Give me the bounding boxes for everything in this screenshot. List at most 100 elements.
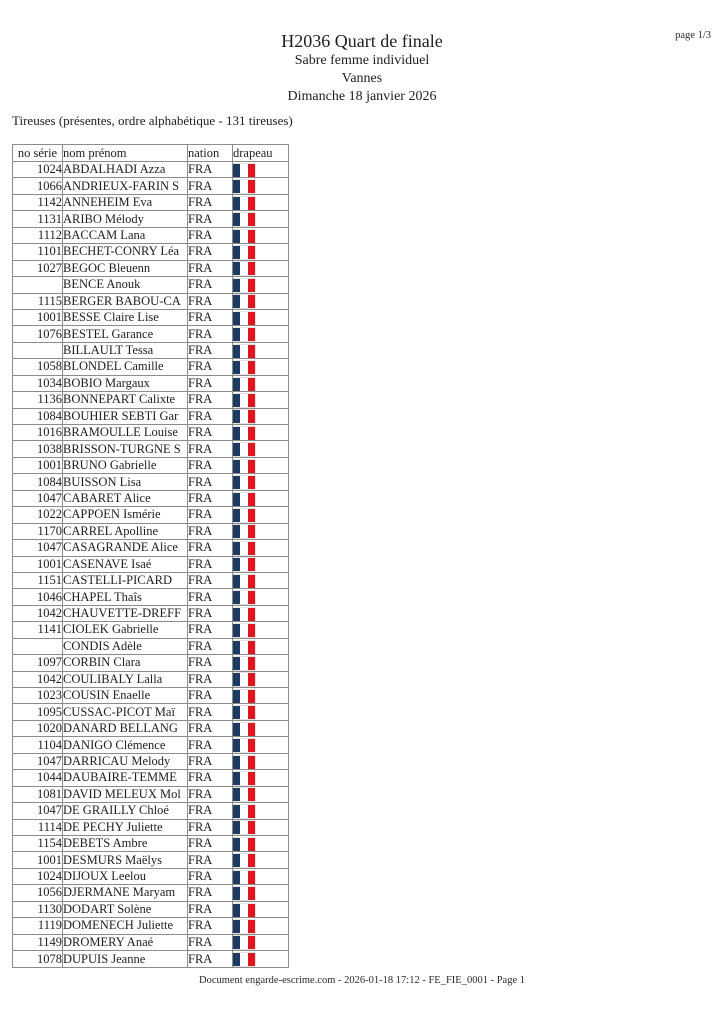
nation-cell: FRA xyxy=(187,423,233,442)
france-flag-icon xyxy=(233,180,256,194)
flag-cell xyxy=(232,473,289,491)
serial-number-cell: 1046 xyxy=(12,588,63,606)
france-flag-icon xyxy=(233,656,256,670)
nation-cell: FRA xyxy=(187,325,233,343)
serial-number-cell: 1084 xyxy=(12,473,63,491)
fencer-name-cell: BRISSON-TURGNE S xyxy=(62,440,188,458)
fencer-name-cell: CARREL Apolline xyxy=(62,522,188,541)
flag-cell xyxy=(232,456,289,475)
fencer-name-cell: CHAUVETTE-DREFF xyxy=(62,604,188,623)
fencer-name-cell: DUPUIS Jeanne xyxy=(62,950,188,968)
serial-number-cell: 1056 xyxy=(12,884,63,902)
table-row: 1154 DEBETS Ambre FRA xyxy=(12,834,289,853)
france-flag-icon xyxy=(233,541,256,555)
fencer-name-cell: DODART Solène xyxy=(62,900,188,919)
flag-cell xyxy=(232,621,289,639)
serial-number-cell: 1022 xyxy=(12,506,63,524)
table-row: 1044 DAUBAIRE-TEMME FRA xyxy=(12,769,289,787)
nation-cell: FRA xyxy=(187,276,233,294)
nation-cell: FRA xyxy=(187,933,233,952)
nation-cell: FRA xyxy=(187,391,233,409)
fencer-name-cell: BECHET-CONRY Léa xyxy=(62,243,188,261)
serial-number-cell: 1101 xyxy=(12,243,63,261)
table-row: 1023 COUSIN Enaelle FRA xyxy=(12,686,289,705)
france-flag-icon xyxy=(233,755,256,769)
nation-cell: FRA xyxy=(187,358,233,376)
fencer-name-cell: COULIBALY Lalla xyxy=(62,670,188,689)
fencer-name-cell: DIJOUX Leelou xyxy=(62,867,188,886)
nation-cell: FRA xyxy=(187,621,233,639)
table-row: 1034 BOBIO Margaux FRA xyxy=(12,374,289,393)
table-row: 1097 CORBIN Clara FRA xyxy=(12,654,289,672)
table-row: 1076 BESTEL Garance FRA xyxy=(12,325,289,343)
table-row: 1001 CASENAVE Isaé FRA xyxy=(12,555,289,573)
nation-cell: FRA xyxy=(187,588,233,606)
serial-number-cell: 1016 xyxy=(12,423,63,442)
france-flag-icon xyxy=(233,722,256,736)
nation-cell: FRA xyxy=(187,193,233,212)
table-row: 1066 ANDRIEUX-FARIN S FRA xyxy=(12,177,289,195)
flag-cell xyxy=(232,933,289,952)
flag-cell xyxy=(232,802,289,820)
france-flag-icon xyxy=(233,772,256,786)
event-subtitle: Sabre femme individuel xyxy=(294,53,430,68)
flag-cell xyxy=(232,736,289,754)
flag-cell xyxy=(232,719,289,738)
fencer-name-cell: DE GRAILLY Chloé xyxy=(62,802,188,820)
serial-number-cell: 1131 xyxy=(12,210,63,228)
flag-cell xyxy=(232,703,289,721)
flag-cell xyxy=(232,654,289,672)
flag-cell xyxy=(232,226,289,245)
flag-cell xyxy=(232,867,289,886)
serial-number-cell: 1115 xyxy=(12,292,63,310)
nation-cell: FRA xyxy=(187,884,233,902)
france-flag-icon xyxy=(233,311,256,325)
table-row: 1142 ANNEHEIM Eva FRA xyxy=(12,193,289,212)
nation-cell: FRA xyxy=(187,308,233,327)
serial-number-cell: 1141 xyxy=(12,621,63,639)
france-flag-icon xyxy=(233,377,256,391)
france-flag-icon xyxy=(233,689,256,703)
nation-cell: FRA xyxy=(187,243,233,261)
table-row: 1104 DANIGO Clémence FRA xyxy=(12,736,289,754)
nation-cell: FRA xyxy=(187,670,233,689)
fencer-name-cell: DANARD BELLANG xyxy=(62,719,188,738)
table-row: 1130 DODART Solène FRA xyxy=(12,900,289,919)
nation-cell: FRA xyxy=(187,440,233,458)
serial-number-cell: 1024 xyxy=(12,867,63,886)
flag-cell xyxy=(232,440,289,458)
fencer-name-cell: CAPPOEN Ismérie xyxy=(62,506,188,524)
nation-cell: FRA xyxy=(187,374,233,393)
nation-cell: FRA xyxy=(187,555,233,573)
flag-cell xyxy=(232,950,289,968)
serial-number-cell: 1066 xyxy=(12,177,63,195)
nation-cell: FRA xyxy=(187,604,233,623)
flag-cell xyxy=(232,571,289,590)
fencer-name-cell: BESSE Claire Lise xyxy=(62,308,188,327)
serial-number-cell: 1042 xyxy=(12,670,63,689)
fencer-name-cell: DAUBAIRE-TEMME xyxy=(62,769,188,787)
fencer-name-cell: BILLAULT Tessa xyxy=(62,341,188,360)
fencer-name-cell: BUISSON Lisa xyxy=(62,473,188,491)
nation-cell: FRA xyxy=(187,571,233,590)
nation-cell: FRA xyxy=(187,473,233,491)
france-flag-icon xyxy=(233,788,256,802)
fencer-name-cell: BEGOC Bleuenn xyxy=(62,259,188,278)
table-row: 1084 BOUHIER SEBTI Gar FRA xyxy=(12,407,289,426)
fencer-name-cell: ANNEHEIM Eva xyxy=(62,193,188,212)
serial-number-cell: 1042 xyxy=(12,604,63,623)
nation-cell: FRA xyxy=(187,802,233,820)
serial-number-cell: 1024 xyxy=(12,160,63,179)
flag-cell xyxy=(232,177,289,195)
france-flag-icon xyxy=(233,837,256,851)
serial-number-cell: 1104 xyxy=(12,736,63,754)
fencer-name-cell: BENCE Anouk xyxy=(62,276,188,294)
france-flag-icon xyxy=(233,443,256,457)
fencer-name-cell: BESTEL Garance xyxy=(62,325,188,343)
fencer-name-cell: CASAGRANDE Alice xyxy=(62,539,188,557)
table-row: 1141 CIOLEK Gabrielle FRA xyxy=(12,621,289,639)
flag-cell xyxy=(232,292,289,310)
france-flag-icon xyxy=(233,163,256,177)
flag-cell xyxy=(232,506,289,524)
serial-number-cell: 1112 xyxy=(12,226,63,245)
